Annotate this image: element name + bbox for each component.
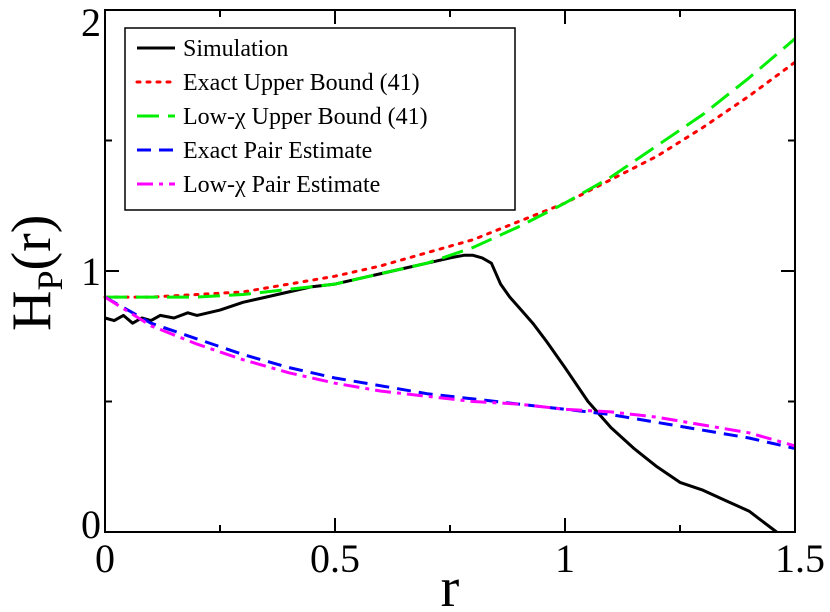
y-axis-label-text: HP(r) xyxy=(1,215,70,331)
series-line-exact-upper-bound-41 xyxy=(103,60,797,299)
series-line-low-pair-estimate xyxy=(104,295,796,448)
x-tick-label: 1.5 xyxy=(775,536,825,581)
legend-label-exact-pair-estimate: Exact Pair Estimate xyxy=(183,138,372,164)
series-line-simulation xyxy=(104,253,778,534)
y-axis-label-suffix: (r) xyxy=(1,215,63,271)
legend-box xyxy=(124,27,516,211)
x-tick-label: 0 xyxy=(95,536,115,581)
y-axis-label-subscript: P xyxy=(30,271,70,291)
x-tick-label: 1 xyxy=(555,536,575,581)
y-tick-label: 0 xyxy=(81,502,101,547)
x-tick-label: 0.5 xyxy=(310,536,360,581)
y-axis-label-main: H xyxy=(1,291,63,331)
tick-labels: 0 0.5 1 1.5 0 1 2 xyxy=(81,0,825,581)
legend: Simulation Exact Upper Bound (41) Low-χ Up… xyxy=(124,27,516,211)
legend-label-low-upper-bound-41: Low-χ Upper Bound (41) xyxy=(183,104,428,130)
y-tick-label: 1 xyxy=(81,249,101,294)
legend-label-exact-upper-bound-41: Exact Upper Bound (41) xyxy=(183,70,420,96)
series-line-exact-pair-estimate xyxy=(104,295,796,450)
plot-lines xyxy=(103,37,797,534)
legend-label-low-pair-estimate: Low-χ Pair Estimate xyxy=(183,172,380,198)
y-tick-label: 2 xyxy=(81,0,101,45)
x-axis-label: r xyxy=(441,557,460,612)
legend-items: Simulation Exact Upper Bound (41) Low-χ Up… xyxy=(135,36,428,198)
axis-ticks xyxy=(104,9,796,533)
series-line-low-upper-bound-41 xyxy=(105,37,796,299)
y-axis-label: HP(r) xyxy=(1,215,70,331)
legend-label-simulation: Simulation xyxy=(183,36,288,62)
